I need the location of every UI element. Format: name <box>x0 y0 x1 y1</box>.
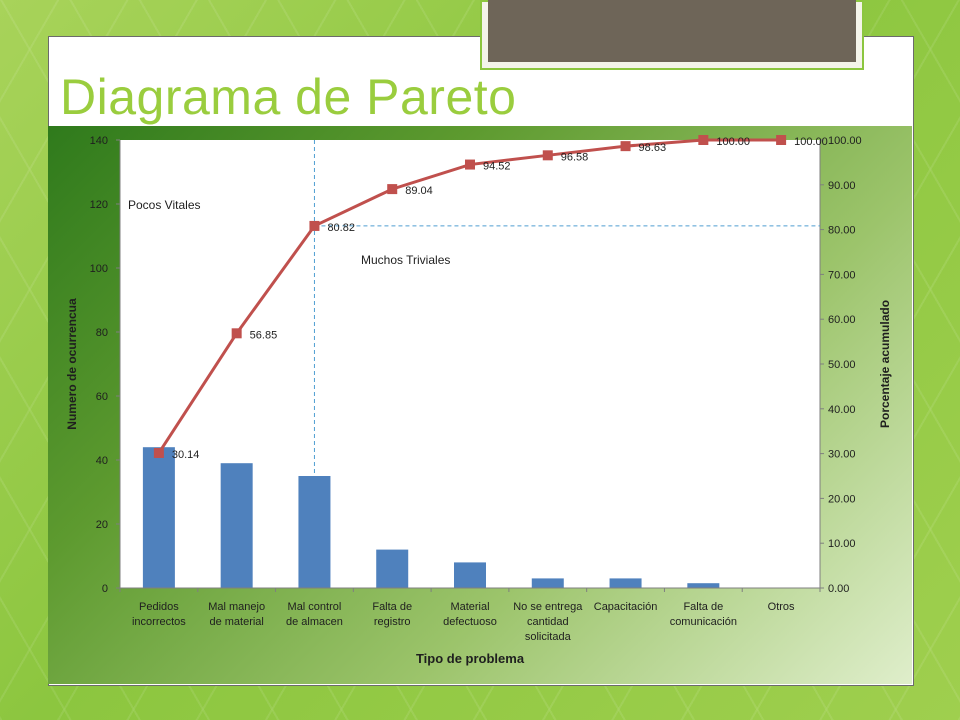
bar <box>531 578 564 588</box>
y2-tick-label: 0.00 <box>828 583 849 595</box>
x-tick-label-line: defectuoso <box>443 616 497 628</box>
x-tick-label-line: Falta de <box>372 601 412 613</box>
slide-title: Diagrama de Pareto <box>60 69 517 125</box>
x-tick-label-line: Material <box>450 601 489 613</box>
y-axis-left: 0 20 40 60 80 100 120 140 <box>90 135 121 595</box>
x-tick-label-line: Mal manejo <box>208 601 265 613</box>
x-tick-label: Otros <box>768 601 795 613</box>
y-tick-label: 140 <box>90 135 108 147</box>
x-tick-label-line: Pedidos <box>139 601 179 613</box>
line-marker <box>231 328 242 339</box>
y-tick-label: 20 <box>96 519 108 531</box>
x-tick-label-line: Capacitación <box>594 601 658 613</box>
y2-tick-label: 10.00 <box>828 538 856 550</box>
line-marker <box>387 184 398 195</box>
y-tick-label: 100 <box>90 263 108 275</box>
y-axis-right: 0.00 10.00 20.00 30.00 40.00 50.00 60.00 70.00 8… <box>819 135 862 595</box>
data-label: 96.58 <box>561 151 589 163</box>
bar <box>220 463 253 588</box>
x-tick-label: Material defectuoso <box>443 601 497 628</box>
x-tick-label: Falta de registro <box>372 601 412 628</box>
x-tick-label-line: de almacen <box>286 616 343 628</box>
x-tick-label-line: incorrectos <box>132 616 186 628</box>
bar <box>454 562 486 588</box>
y-tick-label: 0 <box>102 583 108 595</box>
data-label: 98.63 <box>639 142 667 154</box>
x-tick-label-line: Otros <box>768 601 795 613</box>
x-tick-label: Pedidos incorrectos <box>132 601 186 628</box>
line-marker <box>153 447 164 458</box>
x-tick-label-line: Mal control <box>288 601 342 613</box>
line-marker <box>776 135 787 145</box>
y2-tick-label: 40.00 <box>828 404 856 416</box>
line-marker <box>620 141 631 152</box>
pareto-chart: 0 20 40 60 80 100 120 140 0.00 10.00 20.00 30.00 40… <box>65 135 892 666</box>
data-label: 94.52 <box>483 161 511 173</box>
x-tick-label: Mal manejo de material <box>208 601 265 628</box>
data-label: 30.14 <box>172 449 200 461</box>
x-axis-title: Tipo de problema <box>416 651 525 666</box>
x-tick-label: Capacitación <box>594 601 658 613</box>
line-marker <box>698 135 709 145</box>
y2-tick-label: 100.00 <box>828 135 862 147</box>
y2-tick-label: 90.00 <box>828 180 856 192</box>
y2-tick-label: 50.00 <box>828 359 856 371</box>
chart-area: 0 20 40 60 80 100 120 140 0.00 10.00 20.00 30.00 40… <box>48 126 912 684</box>
y2-tick-label: 30.00 <box>828 449 856 461</box>
x-tick-label-line: Falta de <box>683 601 723 613</box>
bar <box>687 583 720 588</box>
bar <box>609 578 642 588</box>
data-label: 56.85 <box>250 329 278 341</box>
y-tick-label: 60 <box>96 391 108 403</box>
y2-tick-label: 70.00 <box>828 269 856 281</box>
decorative-frame-panel <box>488 0 856 62</box>
line-marker <box>542 150 553 161</box>
x-tick-label-line: de material <box>209 616 263 628</box>
x-tick-label-line: cantidad <box>527 616 569 628</box>
y-tick-label: 40 <box>96 455 108 467</box>
bar-series <box>142 447 720 588</box>
x-tick-label: Mal control de almacen <box>286 601 343 628</box>
x-tick-label-line: No se entrega <box>513 601 583 613</box>
y-tick-label: 120 <box>90 199 108 211</box>
line-marker <box>465 159 475 170</box>
annotation-pocos-vitales: Pocos Vitales <box>128 198 201 212</box>
data-label: 100.00 <box>794 136 828 148</box>
x-tick-label: No se entrega cantidad solicitada <box>513 601 583 643</box>
y-tick-label: 80 <box>96 327 108 339</box>
bar <box>376 549 409 588</box>
x-tick-label-line: solicitada <box>525 631 572 643</box>
data-label: 89.04 <box>405 185 433 197</box>
bar <box>142 447 175 588</box>
bar <box>298 476 331 588</box>
x-tick-label: Falta de comunicación <box>670 601 737 628</box>
cumulative-line-series: 30.14 56.85 80.82 89.04 94.52 96.58 98.63 100.0… <box>153 135 828 461</box>
annotation-muchos-triviales: Muchos Triviales <box>361 253 450 267</box>
x-tick-label-line: comunicación <box>670 616 737 628</box>
data-label: 100.00 <box>716 136 750 148</box>
y-axis-title: Numero de ocurrencua <box>65 298 79 430</box>
line-marker <box>309 220 320 231</box>
x-tick-label-line: registro <box>374 616 411 628</box>
y2-tick-label: 60.00 <box>828 314 856 326</box>
y2-tick-label: 20.00 <box>828 493 856 505</box>
data-label: 80.82 <box>327 222 355 234</box>
y2-tick-label: 80.00 <box>828 225 856 237</box>
y2-axis-title: Porcentaje acumulado <box>878 300 892 428</box>
